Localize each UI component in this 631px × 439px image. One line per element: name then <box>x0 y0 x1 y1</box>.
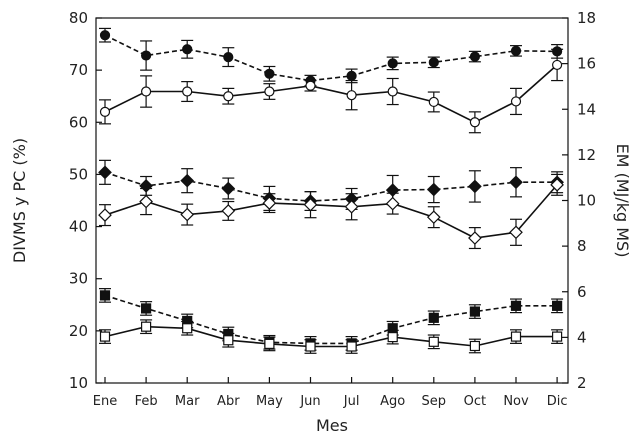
data-point <box>182 323 193 334</box>
data-point <box>469 340 480 352</box>
data-point <box>182 44 193 55</box>
data-point <box>428 312 439 323</box>
series-line-1 <box>104 34 558 82</box>
data-point <box>141 321 152 332</box>
left-y-tick-label: 70 <box>69 61 88 79</box>
x-tick-label: Nov <box>503 394 529 409</box>
data-point <box>305 80 316 91</box>
data-point <box>98 165 112 180</box>
series-line-3 <box>104 171 558 202</box>
left-y-tick-label: 20 <box>69 322 88 340</box>
right-y-tick-label: 12 <box>577 146 596 164</box>
data-point <box>180 173 195 188</box>
data-point <box>141 86 152 97</box>
series-line-5 <box>104 294 558 345</box>
data-point <box>510 331 522 342</box>
data-point <box>550 178 564 192</box>
data-point <box>428 96 439 108</box>
data-point <box>469 117 480 128</box>
x-tick-label: Jun <box>299 394 320 409</box>
data-point <box>305 341 316 352</box>
data-point <box>223 335 234 346</box>
x-tick-label: Ene <box>93 394 117 409</box>
data-point <box>180 207 195 222</box>
data-point <box>469 51 480 62</box>
right-y-axis-title: EM (MJ/kg MS) <box>613 144 631 258</box>
data-point <box>346 90 357 101</box>
data-point <box>509 225 523 240</box>
right-y-tick-label: 2 <box>577 374 587 392</box>
data-point <box>223 91 234 102</box>
right-y-tick-label: 4 <box>577 328 587 346</box>
series-line-4 <box>104 184 558 239</box>
x-tick-label: Sep <box>422 394 447 409</box>
data-point <box>141 303 152 314</box>
data-point <box>99 331 111 342</box>
data-point <box>221 204 236 218</box>
data-point <box>426 182 441 197</box>
x-tick-label: Feb <box>135 394 158 409</box>
x-tick-label: Ago <box>380 394 405 409</box>
x-tick-label: May <box>256 394 283 409</box>
data-point <box>221 181 236 196</box>
data-point <box>139 194 153 209</box>
left-y-tick-label: 80 <box>69 9 88 27</box>
x-tick-label: Jul <box>343 394 360 409</box>
data-point <box>426 210 441 225</box>
data-point <box>346 341 357 352</box>
data-point <box>264 86 275 97</box>
series-line-6 <box>104 325 558 348</box>
x-tick-label: Oct <box>464 394 486 409</box>
data-point <box>264 68 275 79</box>
data-point <box>98 208 112 222</box>
data-point <box>303 197 318 212</box>
left-y-tick-label: 10 <box>69 374 88 392</box>
data-point <box>387 332 398 343</box>
data-point <box>385 196 400 211</box>
data-point <box>387 58 398 69</box>
data-point <box>510 45 522 56</box>
data-point <box>428 57 439 68</box>
data-point <box>141 50 152 61</box>
data-point <box>509 175 523 190</box>
x-tick-label: Abr <box>217 394 240 409</box>
data-point <box>223 52 234 63</box>
right-y-tick-label: 18 <box>577 9 596 27</box>
data-point <box>99 30 111 41</box>
left-y-axis-title: DIVMS y PC (%) <box>10 138 29 263</box>
data-point <box>387 86 398 97</box>
data-point <box>99 106 111 117</box>
left-y-tick-label: 30 <box>69 270 88 288</box>
data-point <box>551 300 563 311</box>
data-point <box>551 59 563 71</box>
right-y-tick-label: 8 <box>577 237 587 255</box>
x-axis-title: Mes <box>316 416 348 435</box>
data-point <box>182 86 193 97</box>
data-point <box>468 179 482 194</box>
data-point <box>262 196 277 210</box>
data-point <box>428 336 439 347</box>
right-y-tick-label: 6 <box>577 283 587 301</box>
data-point <box>551 331 563 342</box>
data-point <box>344 199 359 214</box>
data-point <box>346 70 357 81</box>
right-y-tick-label: 10 <box>577 192 596 210</box>
data-point <box>510 300 522 311</box>
data-point <box>264 338 275 349</box>
right-y-tick-label: 16 <box>577 55 596 73</box>
x-tick-label: Dic <box>547 394 568 409</box>
right-y-tick-label: 14 <box>577 100 596 118</box>
data-point <box>99 290 111 301</box>
left-y-tick-label: 60 <box>69 113 88 131</box>
data-point <box>468 231 482 245</box>
x-tick-label: Mar <box>175 394 200 409</box>
data-point <box>469 306 480 317</box>
data-point <box>510 96 522 107</box>
left-y-tick-label: 40 <box>69 218 88 236</box>
left-y-tick-label: 50 <box>69 165 88 183</box>
series-line-2 <box>104 64 558 124</box>
